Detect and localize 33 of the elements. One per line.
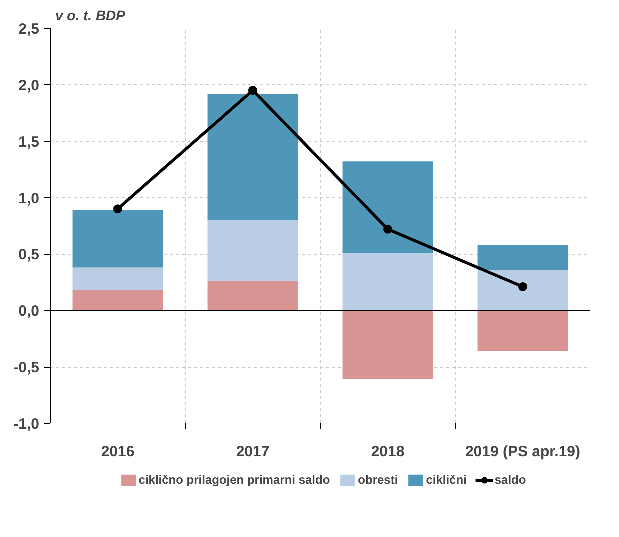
point <box>114 204 122 214</box>
bar <box>208 281 298 311</box>
x-tick-label: 2018 <box>371 444 405 460</box>
y-tick-label: 0,5 <box>18 246 40 264</box>
bar <box>72 210 164 268</box>
bar <box>208 94 298 220</box>
bar <box>72 268 164 290</box>
y-tick-label: 1,5 <box>18 134 40 151</box>
legend-label: saldo <box>494 473 526 487</box>
y-tick-label: 0,0 <box>18 303 40 320</box>
y-tick-label: 2,5 <box>18 21 40 38</box>
y-tick-label: -0,5 <box>14 360 40 377</box>
bar <box>342 310 434 380</box>
bar <box>342 253 434 311</box>
point <box>384 224 392 234</box>
legend-label: ciklično prilagojen primarni saldo <box>138 473 330 487</box>
bar <box>478 270 568 311</box>
bar <box>478 245 568 270</box>
bar <box>478 310 568 352</box>
bar <box>208 220 298 282</box>
bar <box>72 290 164 311</box>
x-tick-label: 2017 <box>236 444 270 460</box>
legend-label: obresti <box>358 473 398 487</box>
x-tick-label: 2016 <box>101 444 135 460</box>
bar <box>342 162 434 254</box>
x-tick-label: 2019 (PS apr.19) <box>465 444 581 460</box>
y-tick-label: -1,0 <box>14 416 40 433</box>
y-tick-label: 1,0 <box>18 190 40 208</box>
y-tick-label: 2,0 <box>18 77 40 94</box>
point <box>248 86 258 96</box>
y-axis-title: v o. t. BDP <box>56 8 126 24</box>
legend-label: ciklični <box>426 473 467 487</box>
point <box>518 282 528 292</box>
